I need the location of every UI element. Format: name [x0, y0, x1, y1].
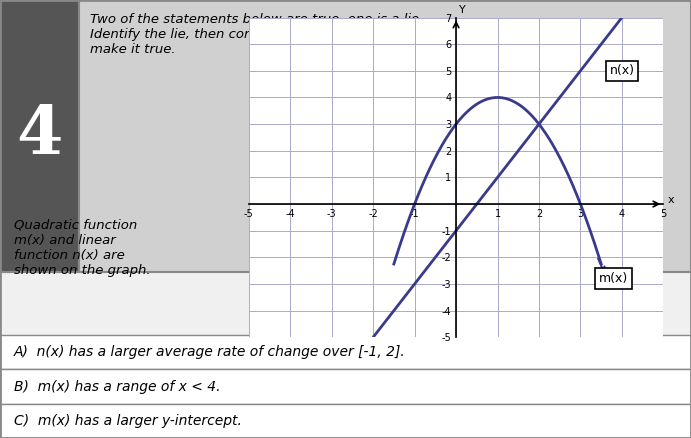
Text: Y: Y [459, 5, 466, 15]
Text: m(x): m(x) [599, 272, 628, 285]
Bar [0, 335, 691, 369]
Text: B)  m(x) has a range of x < 4.: B) m(x) has a range of x < 4. [14, 380, 220, 393]
FancyBboxPatch shape [0, 0, 79, 272]
Text: Two of the statements below are true, one is a lie.
Identify the lie, then corre: Two of the statements below are true, on… [90, 13, 423, 56]
Text: 4: 4 [16, 103, 63, 168]
Text: A)  n(x) has a larger average rate of change over [-1, 2].: A) n(x) has a larger average rate of cha… [14, 345, 406, 359]
Text: x: x [668, 195, 674, 205]
Bar [0, 404, 691, 438]
FancyBboxPatch shape [0, 0, 691, 272]
Bar [0, 369, 691, 404]
Text: n(x): n(x) [609, 64, 634, 78]
Text: C)  m(x) has a larger y-intercept.: C) m(x) has a larger y-intercept. [14, 414, 242, 428]
Text: Quadratic function
m(x) and linear
function n(x) are
shown on the graph.: Quadratic function m(x) and linear funct… [14, 219, 151, 277]
